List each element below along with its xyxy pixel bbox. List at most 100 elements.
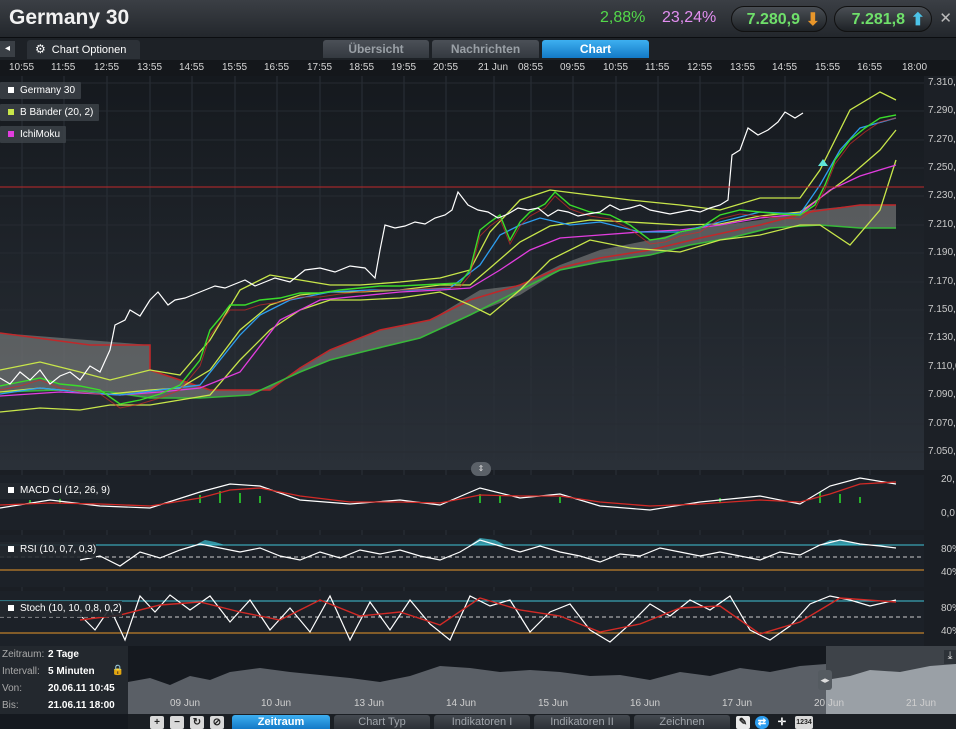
ichimoku-kijun — [0, 164, 897, 397]
time-tick: 11:55 — [645, 62, 670, 73]
rsi-line — [79, 539, 897, 567]
chart-options-label: Chart Optionen — [51, 44, 127, 56]
buy-quote-button[interactable]: 7.281,8 ⬆ — [834, 6, 932, 32]
price-tick: 7.270,0 — [928, 134, 956, 145]
tab-chart[interactable]: Chart — [542, 40, 649, 58]
legend-label: RSI (10, 0,7, 0,3) — [20, 544, 97, 555]
plus-icon[interactable]: + — [150, 716, 164, 729]
tab-indikatoren-2[interactable]: Indikatoren II — [534, 715, 630, 729]
time-tick: 15:55 — [222, 62, 248, 73]
info-key: Bis: — [2, 700, 19, 711]
time-tick: 10:55 — [9, 62, 35, 73]
legend-swatch — [8, 131, 14, 137]
tab-chart-typ[interactable]: Chart Typ — [334, 715, 430, 729]
legend-macd[interactable]: MACD Cl (12, 26, 9) — [0, 483, 111, 499]
tab-uebersicht[interactable]: Übersicht — [323, 40, 429, 58]
legend-label: IchiMoku — [20, 129, 61, 140]
sell-quote-button[interactable]: 7.280,9 ⬇ — [731, 6, 827, 32]
download-icon[interactable]: ⤓ — [944, 650, 956, 664]
header-bar: Germany 30 2,88% 23,24% 7.280,9 ⬇ 7.281,… — [0, 0, 956, 38]
time-tick: 14:55 — [179, 62, 205, 73]
tab-nachrichten[interactable]: Nachrichten — [432, 40, 539, 58]
lock-icon[interactable]: 🔒 — [111, 665, 124, 676]
time-tick: 19:55 — [391, 62, 417, 73]
navigator-date: 15 Jun — [538, 698, 569, 709]
info-zeitraum: Zeitraum: 2 Tage — [0, 646, 128, 662]
info-von: Von: 20.06.11 10:45 — [0, 680, 128, 696]
rsi-axis-tick: 80% — [941, 544, 956, 555]
legend-label: MACD Cl (12, 26, 9) — [20, 485, 111, 496]
swap-icon[interactable]: ⇄ — [755, 716, 769, 729]
back-arrow-icon[interactable]: ◂ — [0, 41, 15, 57]
info-value: 21.06.11 18:00 — [48, 700, 115, 711]
price-tick: 7.210,0 — [928, 219, 956, 230]
legend-swatch — [8, 109, 14, 115]
change-percent: 23,24% — [662, 9, 717, 26]
info-intervall: Intervall: 5 Minuten 🔒 — [0, 663, 128, 679]
time-tick: 08:55 — [518, 62, 544, 73]
time-tick: 12:55 — [94, 62, 120, 73]
tab-bar: ◂ ⚙ Chart Optionen Übersicht Nachrichten … — [0, 38, 956, 60]
time-tick: 21 Jun — [478, 62, 509, 73]
no-icon[interactable]: ⊘ — [210, 716, 224, 729]
ichimoku-span-b — [0, 224, 896, 399]
time-tick: 13:55 — [137, 62, 163, 73]
navigator-date: 16 Jun — [630, 698, 661, 709]
change-absolute: 2,88% — [600, 9, 646, 26]
macd-line — [0, 477, 897, 511]
refresh-icon[interactable]: ↻ — [190, 716, 204, 729]
legend-bollinger[interactable]: B Bänder (20, 2) — [0, 104, 100, 121]
numbers-icon[interactable]: 1234 — [795, 716, 813, 729]
info-bis: Bis: 21.06.11 18:00 — [0, 697, 128, 713]
pencil-icon[interactable]: ✎ — [736, 716, 750, 729]
legend-rsi[interactable]: RSI (10, 0,7, 0,3) — [0, 542, 97, 558]
legend-germany30[interactable]: Germany 30 — [0, 82, 82, 99]
gear-icon: ⚙ — [35, 42, 46, 56]
navigator-drag-handle[interactable]: ◂▸ — [818, 670, 832, 690]
signal-marker — [818, 159, 828, 166]
macd-axis-tick: 0,0 — [941, 508, 955, 519]
navigator-date: 14 Jun — [446, 698, 477, 709]
time-tick: 16:55 — [857, 62, 883, 73]
time-tick: 14:55 — [772, 62, 798, 73]
navigator-window-area — [826, 664, 956, 714]
macd-panel-bg — [0, 475, 924, 530]
price-tick: 7.230,0 — [928, 190, 956, 201]
navigator-date: 20 Jun — [814, 698, 845, 709]
info-value: 5 Minuten — [48, 666, 95, 677]
germany30-price-line — [0, 111, 804, 385]
info-value: 2 Tage — [48, 649, 79, 660]
bollinger-upper — [0, 91, 897, 381]
period-indicator: 2T — [876, 670, 895, 687]
panel-resize-handle[interactable]: ⇕ — [471, 462, 491, 476]
legend-label: Germany 30 — [20, 85, 76, 96]
legend-ichimoku[interactable]: IchiMoku — [0, 126, 67, 143]
price-tick: 7.250,0 — [928, 162, 956, 173]
stoch-d-line — [79, 597, 897, 635]
crosshair-icon[interactable]: ✛ — [777, 717, 787, 728]
time-tick: 10:55 — [603, 62, 629, 73]
ichimoku-cloud — [0, 205, 896, 398]
time-tick: 20:55 — [433, 62, 459, 73]
price-tick: 7.070,0 — [928, 418, 956, 429]
stoch-axis-tick: 80% — [941, 603, 956, 614]
minus-icon[interactable]: − — [170, 716, 184, 729]
price-tick: 7.190,0 — [928, 247, 956, 258]
chart-options-button[interactable]: ⚙ Chart Optionen — [27, 40, 140, 59]
close-icon[interactable]: ✕ — [939, 10, 952, 27]
macd-axis-tick: 20, — [941, 474, 955, 485]
tab-zeitraum[interactable]: Zeitraum — [232, 715, 330, 729]
macd-signal-line — [0, 481, 897, 507]
price-tick: 7.130,0 — [928, 332, 956, 343]
price-tick: 7.310,0 — [928, 77, 956, 88]
legend-swatch — [8, 605, 14, 611]
arrow-down-icon: ⬇ — [805, 10, 820, 29]
price-tick: 7.090,0 — [928, 389, 956, 400]
arrow-up-icon: ⬆ — [910, 10, 925, 29]
time-tick: 13:55 — [730, 62, 756, 73]
time-tick: 15:55 — [815, 62, 841, 73]
tab-indikatoren-1[interactable]: Indikatoren I — [434, 715, 530, 729]
tab-zeichnen[interactable]: Zeichnen — [634, 715, 730, 729]
legend-stoch[interactable]: Stoch (10, 10, 0,8, 0,2) — [0, 601, 122, 617]
bid-price: 7.280,9 — [746, 11, 800, 28]
